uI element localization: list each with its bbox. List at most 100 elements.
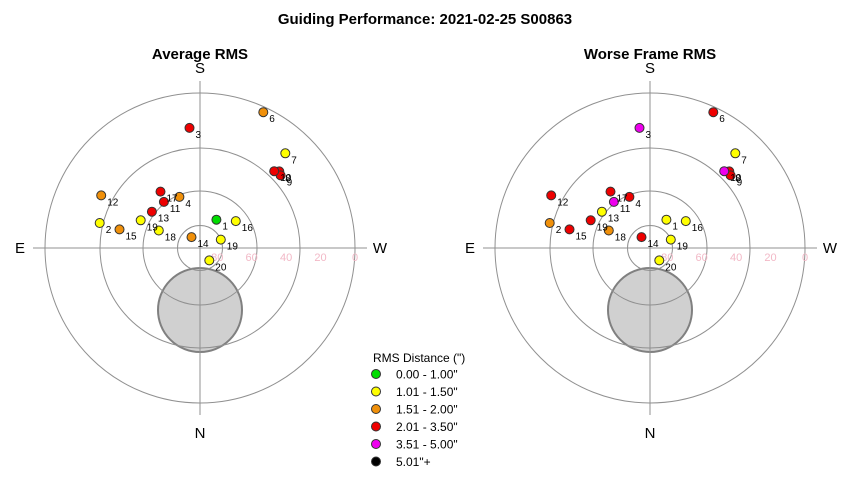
data-point-13 (146, 206, 157, 217)
data-point-label-17: 17 (617, 194, 629, 205)
data-point-label-16: 16 (692, 223, 704, 234)
data-point-label-15: 15 (126, 231, 138, 242)
legend-title: RMS Distance (") (373, 351, 465, 365)
data-point-12 (546, 190, 557, 201)
altitude-tick-label: 40 (730, 252, 742, 264)
data-point-10 (269, 166, 280, 177)
data-point-label-6: 6 (269, 114, 275, 125)
data-point-label-13: 13 (608, 214, 620, 225)
data-point-label-9: 9 (737, 177, 743, 188)
data-point-label-8: 8 (285, 173, 291, 184)
data-point-label-10: 10 (730, 173, 742, 184)
data-point-label-3: 3 (196, 130, 202, 141)
legend-label-0: 0.00 - 1.00" (396, 368, 458, 382)
data-point-label-14: 14 (198, 239, 210, 250)
data-point-label-14: 14 (648, 239, 660, 250)
legend-label-1: 1.01 - 1.50" (396, 385, 458, 399)
direction-label-bottom: N (195, 425, 206, 442)
altitude-tick-label: 20 (314, 252, 326, 264)
legend-swatch-3 (371, 421, 381, 432)
data-point-11 (608, 196, 619, 207)
data-point-17 (605, 186, 616, 197)
data-point-15 (564, 224, 575, 235)
data-point-20 (204, 255, 215, 266)
data-point-11 (158, 196, 169, 207)
data-point-16 (230, 216, 241, 227)
data-point-19 (585, 215, 596, 226)
polar-plot-average-rms: Average RMS SNE W80 60 40 20 0123467891011121… (15, 46, 388, 442)
data-point-6 (258, 107, 269, 118)
data-point-label-4: 4 (185, 199, 191, 210)
data-point-4 (624, 191, 635, 202)
direction-label-top: S (195, 60, 205, 77)
altitude-tick-label: 20 (764, 252, 776, 264)
data-point-1 (661, 214, 672, 225)
data-point-label-18: 18 (615, 233, 627, 244)
data-point-17 (155, 186, 166, 197)
legend-swatch-0 (371, 369, 381, 379)
data-point-19 (135, 215, 146, 226)
data-point-label-19: 19 (597, 222, 609, 233)
data-point-12 (96, 190, 107, 201)
altitude-tick-label: 0 (352, 252, 358, 264)
data-point-15 (114, 224, 125, 235)
data-point-1 (211, 214, 222, 225)
plot-title-worse-frame-rms: Worse Frame RMS (584, 46, 716, 63)
data-point-label-6: 6 (719, 114, 725, 125)
data-point-label-2: 2 (556, 225, 562, 236)
data-point-label-13: 13 (158, 214, 170, 225)
legend-label-4: 3.51 - 5.00" (396, 438, 458, 452)
data-point-4 (174, 191, 185, 202)
data-point-3 (634, 122, 645, 133)
direction-label-right: W (823, 240, 838, 257)
data-point-label-20: 20 (215, 262, 227, 273)
polar-plot-worse-frame-rms: Worse Frame RMS SNE W80 60 40 20 012346789101… (465, 46, 838, 442)
data-point-18 (153, 225, 164, 236)
altitude-tick-label: 60 (696, 252, 708, 264)
data-point-label-20: 20 (665, 262, 677, 273)
rms-legend: RMS Distance (") 0.00 - 1.00" 1.01 - 1.50… (371, 351, 465, 469)
direction-label-top: S (645, 60, 655, 77)
data-point-label-19: 19 (147, 222, 159, 233)
data-point-13 (596, 206, 607, 217)
data-point-7 (730, 148, 741, 159)
direction-label-right: W (373, 240, 388, 257)
data-point-label-18: 18 (165, 233, 177, 244)
data-point-label-4: 4 (635, 199, 641, 210)
data-point-19 (665, 234, 676, 245)
data-point-label-19: 19 (227, 242, 239, 253)
data-point-2 (544, 218, 555, 228)
legend-label-5: 5.01"+ (396, 455, 431, 469)
data-point-2 (94, 218, 105, 228)
data-point-label-7: 7 (291, 155, 297, 166)
legend-label-3: 2.01 - 3.50" (396, 420, 458, 434)
data-point-20 (654, 255, 665, 266)
data-point-label-2: 2 (106, 225, 112, 236)
altitude-tick-label: 60 (246, 252, 258, 264)
data-point-label-16: 16 (242, 223, 254, 234)
altitude-tick-label: 40 (280, 252, 292, 264)
data-point-label-3: 3 (646, 130, 652, 141)
data-point-10 (719, 166, 730, 177)
data-point-6 (708, 107, 719, 118)
legend-label-2: 1.51 - 2.00" (396, 403, 458, 417)
legend-swatch-4 (371, 439, 381, 449)
data-point-7 (280, 148, 291, 159)
data-point-label-12: 12 (107, 197, 119, 208)
data-point-label-7: 7 (741, 155, 747, 166)
legend-swatch-5 (371, 456, 381, 467)
data-point-label-8: 8 (735, 173, 741, 184)
data-point-label-11: 11 (620, 204, 631, 215)
direction-label-bottom: N (645, 425, 656, 442)
data-point-16 (680, 216, 691, 227)
data-point-label-19: 19 (677, 242, 689, 253)
figure-title: Guiding Performance: 2021-02-25 S00863 (278, 11, 572, 28)
data-point-label-17: 17 (167, 194, 179, 205)
direction-label-left: E (465, 240, 475, 257)
data-point-label-1: 1 (672, 222, 678, 233)
data-point-19 (215, 234, 226, 245)
data-point-label-9: 9 (287, 177, 293, 188)
data-point-label-12: 12 (557, 197, 569, 208)
